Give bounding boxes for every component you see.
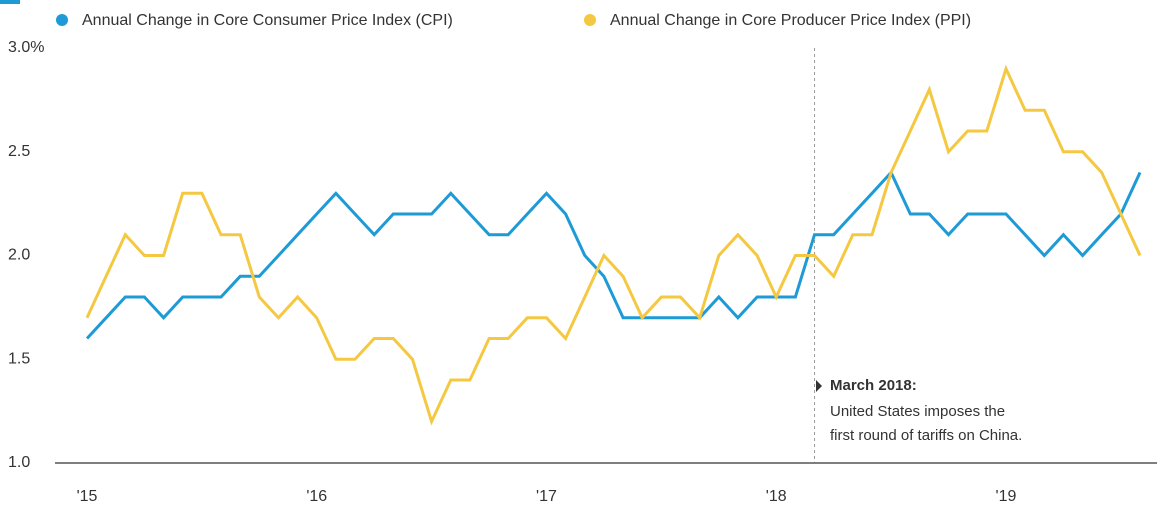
x-tick-label: '18 <box>766 488 787 505</box>
legend-label: Annual Change in Core Consumer Price Ind… <box>82 12 453 29</box>
y-tick-label: 1.5 <box>8 350 30 367</box>
x-tick-label: '15 <box>77 488 98 505</box>
x-tick-label: '19 <box>996 488 1017 505</box>
legend-marker <box>56 14 68 26</box>
y-tick-label: 2.5 <box>8 143 30 160</box>
x-tick-label: '16 <box>306 488 327 505</box>
series-line <box>85 64 1142 426</box>
corner-accent <box>0 0 20 4</box>
annotation-title: March 2018: <box>830 377 917 394</box>
x-tick-label: '17 <box>536 488 557 505</box>
legend-marker <box>584 14 596 26</box>
annotation-text: first round of tariffs on China. <box>830 427 1022 444</box>
annotation-text: United States imposes the <box>830 403 1005 420</box>
y-tick-label: 3.0% <box>8 39 44 56</box>
series-line <box>85 169 1142 340</box>
annotation-pointer <box>816 380 822 392</box>
y-tick-label: 2.0 <box>8 247 30 264</box>
y-tick-label: 1.0 <box>8 454 30 471</box>
legend-label: Annual Change in Core Producer Price Ind… <box>610 12 971 29</box>
